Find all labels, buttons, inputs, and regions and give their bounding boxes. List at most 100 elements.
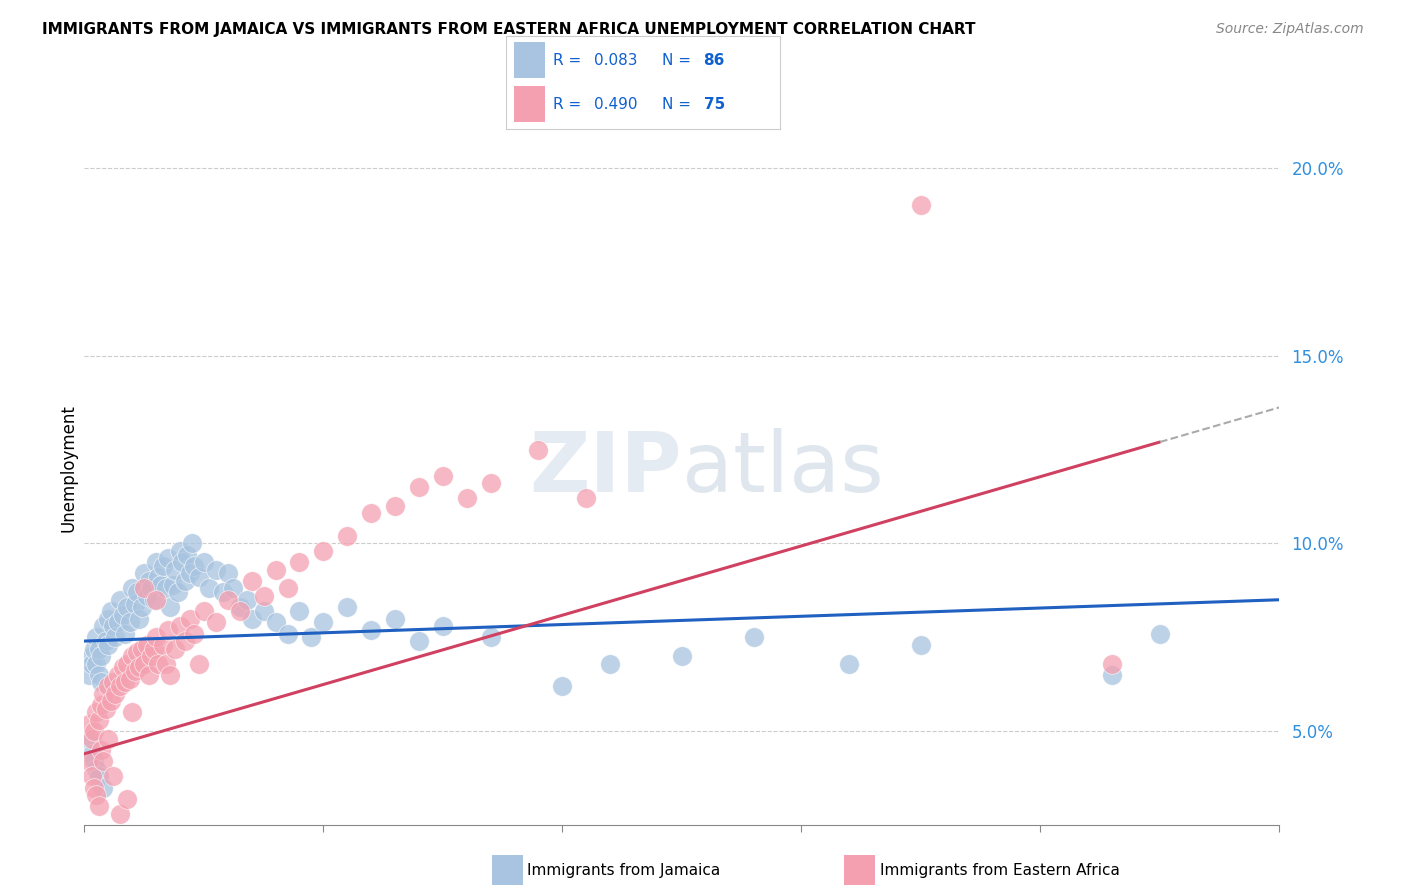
- Point: [110, 806, 132, 821]
- Point: [188, 570, 211, 584]
- Point: [173, 634, 195, 648]
- Point: [104, 687, 127, 701]
- Point: [360, 507, 382, 521]
- Point: [118, 672, 141, 686]
- Point: [172, 555, 194, 569]
- Point: [148, 657, 170, 671]
- Point: [229, 604, 252, 618]
- Point: [188, 657, 211, 671]
- Point: [408, 634, 430, 648]
- Point: [128, 660, 150, 674]
- Point: [107, 668, 129, 682]
- Point: [312, 544, 335, 558]
- Y-axis label: Unemployment: Unemployment: [59, 404, 77, 533]
- Point: [93, 780, 115, 795]
- Text: Immigrants from Eastern Africa: Immigrants from Eastern Africa: [880, 863, 1121, 878]
- Point: [131, 600, 153, 615]
- Point: [197, 582, 219, 596]
- Point: [90, 675, 112, 690]
- Point: [165, 563, 187, 577]
- Point: [94, 634, 117, 648]
- Point: [336, 529, 359, 543]
- Point: [132, 657, 156, 671]
- Point: [100, 694, 122, 708]
- Point: [910, 638, 932, 652]
- Point: [169, 544, 191, 558]
- Point: [87, 713, 110, 727]
- Text: 75: 75: [703, 96, 725, 112]
- Point: [138, 574, 160, 588]
- Point: [152, 558, 174, 573]
- Point: [128, 611, 150, 625]
- Point: [360, 623, 382, 637]
- Point: [671, 649, 693, 664]
- Point: [110, 592, 132, 607]
- Point: [179, 566, 201, 581]
- Point: [131, 641, 153, 656]
- Point: [456, 491, 478, 506]
- Point: [86, 762, 108, 776]
- Point: [80, 657, 103, 671]
- Point: [157, 551, 180, 566]
- Point: [221, 582, 243, 596]
- Point: [217, 592, 239, 607]
- Point: [179, 611, 201, 625]
- Point: [90, 649, 112, 664]
- Point: [97, 679, 120, 693]
- Point: [135, 589, 157, 603]
- Point: [479, 630, 502, 644]
- Point: [157, 623, 180, 637]
- Point: [229, 600, 252, 615]
- Point: [183, 626, 205, 640]
- Point: [83, 641, 105, 656]
- Point: [145, 592, 167, 607]
- Point: [97, 638, 120, 652]
- Point: [118, 615, 141, 630]
- Point: [152, 638, 174, 652]
- Point: [148, 570, 170, 584]
- Point: [87, 668, 110, 682]
- Point: [432, 619, 454, 633]
- Text: 86: 86: [703, 53, 725, 68]
- Point: [193, 555, 215, 569]
- Point: [125, 585, 148, 599]
- Point: [94, 701, 117, 715]
- Point: [87, 769, 110, 783]
- Point: [910, 198, 932, 212]
- Point: [162, 578, 184, 592]
- Point: [288, 555, 311, 569]
- Point: [479, 476, 502, 491]
- Point: [173, 574, 195, 588]
- Point: [1101, 668, 1123, 682]
- Point: [838, 657, 860, 671]
- Point: [165, 641, 187, 656]
- Point: [599, 657, 621, 671]
- Point: [277, 626, 299, 640]
- Point: [181, 536, 204, 550]
- Point: [121, 649, 143, 664]
- Point: [551, 679, 574, 693]
- Point: [80, 731, 103, 746]
- Text: 0.490: 0.490: [593, 96, 637, 112]
- Text: 0.083: 0.083: [593, 53, 637, 68]
- Point: [77, 716, 100, 731]
- Point: [205, 563, 228, 577]
- Text: ZIP: ZIP: [530, 428, 682, 508]
- Point: [312, 615, 335, 630]
- Point: [121, 582, 143, 596]
- Point: [169, 619, 191, 633]
- Point: [90, 743, 112, 757]
- Point: [114, 675, 136, 690]
- Point: [90, 698, 112, 712]
- Point: [240, 574, 263, 588]
- Point: [384, 499, 406, 513]
- Point: [155, 582, 177, 596]
- Point: [159, 600, 181, 615]
- Point: [236, 592, 259, 607]
- Text: N =: N =: [662, 96, 696, 112]
- Point: [336, 600, 359, 615]
- Point: [159, 668, 181, 682]
- Point: [145, 555, 167, 569]
- Point: [277, 582, 299, 596]
- Point: [101, 769, 124, 783]
